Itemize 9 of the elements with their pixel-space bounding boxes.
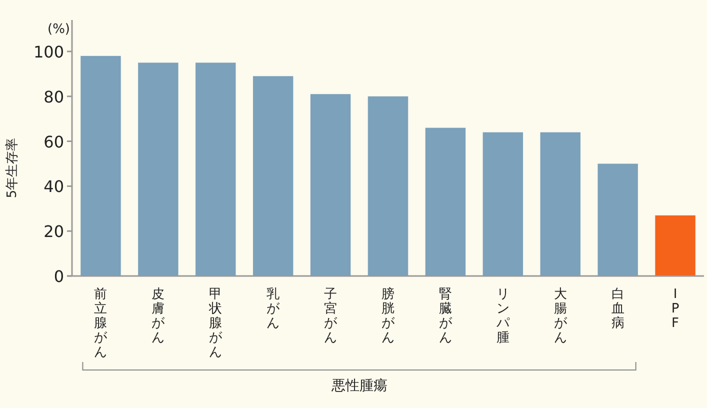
y-axis-title: 5年生存率 <box>4 138 20 198</box>
y-tick-label: 20 <box>44 222 64 242</box>
y-tick-label: 100 <box>33 42 64 62</box>
y-tick-label: 0 <box>54 267 64 286</box>
y-tick-label: 60 <box>44 132 64 152</box>
text: 悪性腫瘍 <box>330 378 388 394</box>
y-tick-label: 40 <box>44 177 64 196</box>
annotation: (%) <box>48 22 70 37</box>
y-tick-label: 80 <box>44 87 64 106</box>
